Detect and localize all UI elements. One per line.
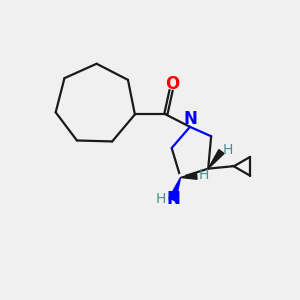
Text: H: H — [198, 167, 209, 182]
Polygon shape — [181, 173, 197, 179]
Text: N: N — [184, 110, 197, 128]
Text: O: O — [165, 75, 179, 93]
Text: H: H — [156, 192, 166, 206]
Text: N: N — [167, 190, 181, 208]
Text: H: H — [223, 142, 233, 157]
Polygon shape — [208, 150, 224, 169]
Polygon shape — [169, 178, 181, 201]
